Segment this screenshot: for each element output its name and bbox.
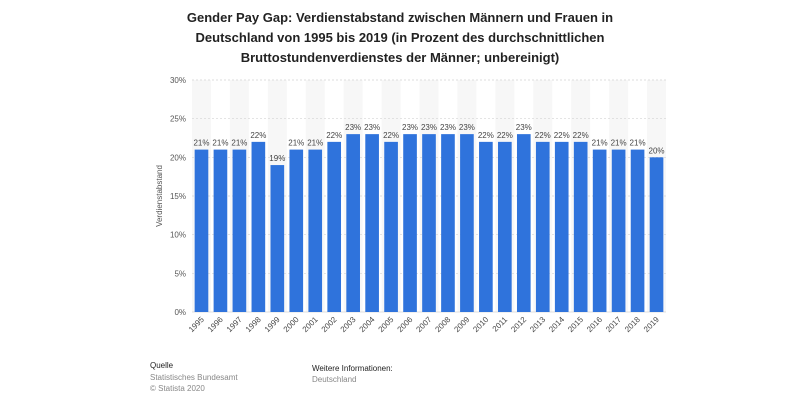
x-tick-label: 2007 xyxy=(414,315,433,334)
x-tick-label: 2005 xyxy=(377,315,396,334)
bar[interactable] xyxy=(289,149,304,312)
y-tick-label: 20% xyxy=(170,153,186,162)
x-tick-label: 2001 xyxy=(301,315,320,334)
info-label: Weitere Informationen: xyxy=(312,364,393,373)
data-label: 21% xyxy=(231,139,247,148)
x-tick-label: 2004 xyxy=(358,315,377,334)
bar[interactable] xyxy=(194,149,209,312)
y-tick-label: 25% xyxy=(170,115,186,124)
x-tick-label: 2013 xyxy=(528,315,547,334)
x-tick-label: 2009 xyxy=(452,315,471,334)
y-tick-label: 10% xyxy=(170,231,186,240)
data-label: 23% xyxy=(421,123,437,132)
data-label: 23% xyxy=(440,123,456,132)
data-label: 22% xyxy=(554,131,570,140)
bar[interactable] xyxy=(611,149,626,312)
bar[interactable] xyxy=(441,134,455,312)
data-label: 23% xyxy=(345,123,361,132)
bar[interactable] xyxy=(422,134,436,312)
bars xyxy=(194,134,664,312)
x-tick-label: 2006 xyxy=(396,315,415,334)
x-tick-label: 2019 xyxy=(642,315,661,334)
bar[interactable] xyxy=(479,141,493,312)
x-tick-label: 1999 xyxy=(263,315,282,334)
x-tick-label: 2016 xyxy=(585,315,604,334)
bar[interactable] xyxy=(346,134,360,312)
y-axis-ticks: 0% 5% 10% 15% 20% 25% 30% xyxy=(170,76,186,317)
data-label: 23% xyxy=(516,123,532,132)
data-label: 21% xyxy=(212,139,228,148)
bar[interactable] xyxy=(535,141,550,312)
value-labels: 21% 21% 21%22%19%21% 21%22%23% 23%22%23% 23% 2… xyxy=(193,123,664,163)
bar[interactable] xyxy=(498,141,512,312)
x-tick-label: 2017 xyxy=(604,315,623,334)
bar[interactable] xyxy=(213,149,228,312)
bar[interactable] xyxy=(270,165,285,312)
x-tick-label: 2008 xyxy=(433,315,452,334)
x-tick-label: 1995 xyxy=(187,315,206,334)
x-tick-label: 2018 xyxy=(623,315,642,334)
x-tick-label: 2014 xyxy=(547,315,566,334)
data-label: 23% xyxy=(459,123,475,132)
bar[interactable] xyxy=(649,157,664,312)
bar[interactable] xyxy=(460,134,474,312)
source-label: Quelle xyxy=(150,361,174,370)
bar[interactable] xyxy=(308,149,323,312)
data-label: 21% xyxy=(611,139,627,148)
x-tick-label: 2011 xyxy=(491,315,510,334)
bar[interactable] xyxy=(327,141,342,312)
data-label: 23% xyxy=(364,123,380,132)
bar[interactable] xyxy=(232,149,247,312)
info-value: Deutschland xyxy=(312,375,357,384)
bar[interactable] xyxy=(365,134,379,312)
x-tick-label: 1996 xyxy=(206,315,225,334)
data-label: 22% xyxy=(497,131,513,140)
bar[interactable] xyxy=(251,141,266,312)
x-tick-label: 2012 xyxy=(509,315,528,334)
data-label: 21% xyxy=(307,139,323,148)
data-label: 19% xyxy=(269,154,285,163)
bar[interactable] xyxy=(384,141,398,312)
bar[interactable] xyxy=(403,134,417,312)
bar[interactable] xyxy=(573,141,588,312)
x-tick-label: 1998 xyxy=(244,315,263,334)
y-tick-label: 30% xyxy=(170,76,186,85)
chart-title: Gender Pay Gap: Verdienstabstand zwische… xyxy=(186,10,614,65)
x-tick-label: 1997 xyxy=(225,315,244,334)
data-label: 20% xyxy=(649,146,665,155)
data-label: 22% xyxy=(478,131,494,140)
data-label: 21% xyxy=(193,139,209,148)
x-tick-label: 2000 xyxy=(282,315,301,334)
x-tick-label: 2002 xyxy=(320,315,339,334)
x-axis-ticks: 1995 1996 1997 1998 1999 2000 2001 2002 2003 2004… xyxy=(187,315,661,334)
data-label: 22% xyxy=(573,131,589,140)
data-label: 22% xyxy=(383,131,399,140)
data-label: 22% xyxy=(250,131,266,140)
bar[interactable] xyxy=(554,141,569,312)
data-label: 21% xyxy=(288,139,304,148)
data-label: 21% xyxy=(630,139,646,148)
y-tick-label: 15% xyxy=(170,192,186,201)
data-label: 22% xyxy=(326,131,342,140)
bar[interactable] xyxy=(516,134,531,312)
x-tick-label: 2003 xyxy=(339,315,358,334)
y-tick-label: 0% xyxy=(174,308,186,317)
data-label: 22% xyxy=(535,131,551,140)
data-label: 23% xyxy=(402,123,418,132)
source-publisher: Statistisches Bundesamt xyxy=(150,373,238,382)
data-label: 21% xyxy=(592,139,608,148)
x-tick-label: 2015 xyxy=(566,315,585,334)
bar[interactable] xyxy=(592,149,607,312)
x-tick-label: 2010 xyxy=(471,315,490,334)
y-axis-label: Verdienstabstand xyxy=(155,165,164,227)
bar[interactable] xyxy=(630,149,645,312)
y-tick-label: 5% xyxy=(174,269,186,278)
source-copyright: © Statista 2020 xyxy=(150,384,205,393)
